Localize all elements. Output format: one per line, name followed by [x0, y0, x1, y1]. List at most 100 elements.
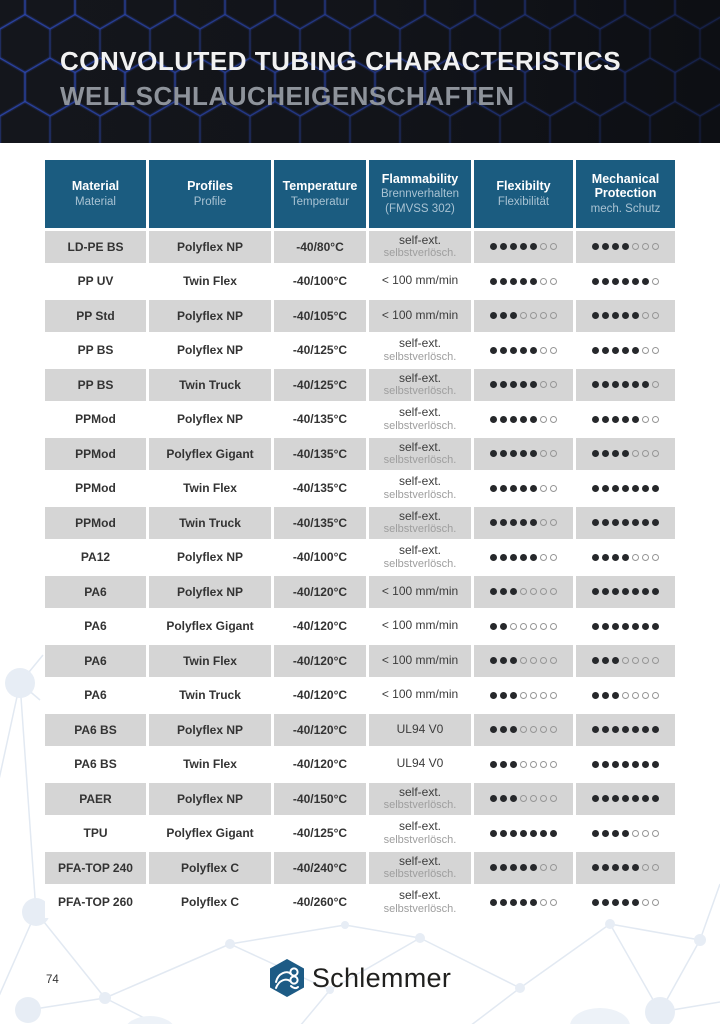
rating-dot-empty [530, 657, 537, 665]
rating-dot-filled [612, 760, 619, 768]
rating-dot-filled [632, 277, 639, 285]
cell-material: PP Std [45, 300, 146, 332]
rating-dot-empty [520, 726, 527, 734]
table-row: PPMod Polyflex NP -40/135°C self-ext. selbst… [45, 403, 675, 435]
rating-dot-filled [520, 243, 527, 251]
cell-profile: Polyflex NP [149, 783, 271, 815]
rating-dot-empty [550, 588, 557, 596]
rating-dot-empty [632, 450, 639, 458]
flammability-primary: < 100 mm/min [381, 273, 459, 288]
rating-dot-empty [540, 553, 547, 561]
rating-dot-filled [632, 864, 639, 872]
rating-dot-filled [592, 415, 599, 423]
cell-material: PP BS [45, 369, 146, 401]
rating-dot-filled [490, 864, 497, 872]
col-header-flammability: Flammability Brennverhalten (FMVSS 302) [369, 160, 471, 228]
cell-profile: Twin Truck [149, 679, 271, 711]
cell-temperature: -40/135°C [274, 472, 366, 504]
rating-dot-empty [540, 622, 547, 630]
cell-material: PPMod [45, 472, 146, 504]
rating-dot-empty [540, 277, 547, 285]
rating-dot-filled [520, 381, 527, 389]
rating-dot-filled [612, 553, 619, 561]
rating-dot-empty [642, 312, 649, 320]
rating-dot-filled [602, 450, 609, 458]
rating-dot-filled [622, 415, 629, 423]
rating-dot-filled [602, 726, 609, 734]
rating-dot-empty [520, 622, 527, 630]
rating-dot-empty [540, 588, 547, 596]
cell-flexibility-rating [474, 369, 573, 401]
rating-dot-empty [530, 760, 537, 768]
rating-dot-filled [500, 484, 507, 492]
rating-dot-empty [520, 760, 527, 768]
rating-dot-filled [622, 760, 629, 768]
rating-dot-empty [540, 484, 547, 492]
cell-flammability: < 100 mm/min [369, 610, 471, 642]
rating-dot-filled [500, 795, 507, 803]
flexibility-rating [476, 898, 571, 906]
col-label-en: Flammability [381, 171, 459, 186]
cell-mechanical-protection-rating [576, 748, 675, 780]
cell-profile: Polyflex NP [149, 300, 271, 332]
rating-dot-filled [632, 898, 639, 906]
rating-dot-filled [510, 691, 517, 699]
rating-dot-empty [632, 243, 639, 251]
col-label-de: Profile [193, 195, 227, 208]
cell-flammability: self-ext. selbstverlösch. [369, 507, 471, 539]
rating-dot-filled [612, 277, 619, 285]
rating-dot-filled [622, 346, 629, 354]
flammability-primary: < 100 mm/min [381, 307, 459, 322]
rating-dot-filled [592, 519, 599, 527]
rating-dot-filled [490, 760, 497, 768]
rating-dot-filled [602, 829, 609, 837]
rating-dot-filled [510, 519, 517, 527]
cell-flammability: < 100 mm/min [369, 679, 471, 711]
rating-dot-filled [602, 553, 609, 561]
table-row: PPMod Polyflex Gigant -40/135°C self-ext. se… [45, 438, 675, 470]
table-row: PA6 Polyflex Gigant -40/120°C < 100 mm/min [45, 610, 675, 642]
rating-dot-filled [632, 726, 639, 734]
flammability-secondary: selbstverlösch. [383, 868, 457, 881]
table-row: PA12 Polyflex NP -40/100°C self-ext. selbstv… [45, 541, 675, 573]
rating-dot-filled [592, 864, 599, 872]
col-label-de: mech. Schutz [590, 202, 661, 215]
cell-mechanical-protection-rating [576, 507, 675, 539]
rating-dot-empty [520, 312, 527, 320]
rating-dot-empty [550, 519, 557, 527]
rating-dot-filled [622, 277, 629, 285]
col-label-en: Temperature [282, 179, 358, 194]
table-row: PP BS Polyflex NP -40/125°C self-ext. selbst… [45, 334, 675, 366]
rating-dot-empty [652, 829, 659, 837]
rating-dot-filled [612, 691, 619, 699]
rating-dot-filled [510, 346, 517, 354]
cell-flexibility-rating [474, 438, 573, 470]
table-row: PA6 BS Twin Flex -40/120°C UL94 V0 [45, 748, 675, 780]
flexibility-rating [476, 450, 571, 458]
rating-dot-filled [612, 450, 619, 458]
cell-flammability: self-ext. selbstverlösch. [369, 334, 471, 366]
rating-dot-filled [500, 312, 507, 320]
cell-mechanical-protection-rating [576, 852, 675, 884]
rating-dot-filled [612, 726, 619, 734]
rating-dot-filled [500, 588, 507, 596]
page-subtitle: WELLSCHLAUCHEIGENSCHAFTEN [60, 80, 515, 111]
cell-flexibility-rating [474, 265, 573, 297]
rating-dot-empty [550, 346, 557, 354]
rating-dot-empty [550, 415, 557, 423]
table-row: LD-PE BS Polyflex NP -40/80°C self-ext. selb… [45, 231, 675, 263]
flexibility-rating [476, 691, 571, 699]
cell-temperature: -40/260°C [274, 886, 366, 918]
flammability-primary: self-ext. [398, 336, 441, 351]
table-row: TPU Polyflex Gigant -40/125°C self-ext. selb… [45, 817, 675, 849]
rating-dot-empty [642, 898, 649, 906]
rating-dot-filled [592, 829, 599, 837]
title-block: CONVOLUTED TUBING CHARACTERISTICS WELLSC… [60, 46, 621, 111]
cell-profile: Polyflex Gigant [149, 610, 271, 642]
cell-mechanical-protection-rating [576, 886, 675, 918]
rating-dot-filled [592, 691, 599, 699]
flammability-primary: < 100 mm/min [381, 687, 459, 702]
cell-profile: Twin Truck [149, 369, 271, 401]
cell-flammability: < 100 mm/min [369, 265, 471, 297]
